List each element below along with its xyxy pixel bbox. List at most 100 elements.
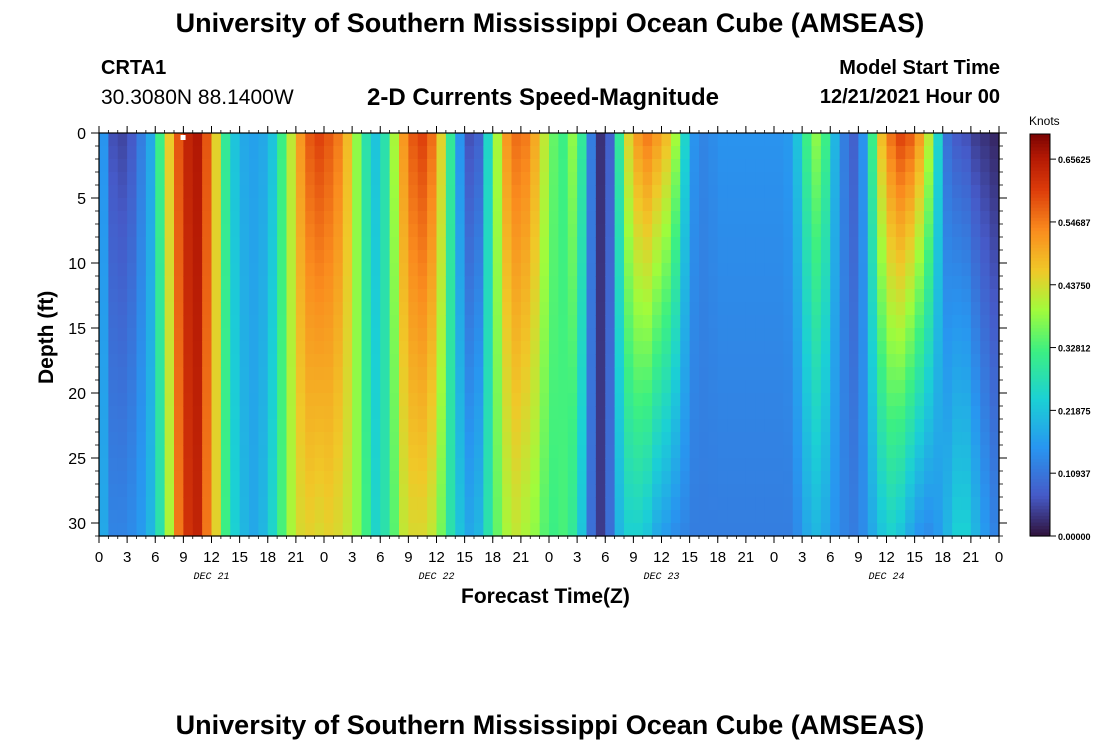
heatmap-cell [408,263,419,277]
heatmap-cell [295,289,306,303]
heatmap-cell [980,159,991,173]
heatmap-cell [933,211,944,225]
heatmap-cell [952,380,963,394]
heatmap-cell [745,406,756,420]
heatmap-cell [520,146,531,160]
heatmap-cell [708,458,719,472]
heatmap-cell [680,406,691,420]
heatmap-cell [624,276,634,290]
heatmap-cell [577,250,588,264]
heatmap-cell [783,198,794,212]
heatmap-cell [211,380,222,394]
heatmap-cell [708,354,719,368]
heatmap-cell [670,380,681,394]
heatmap-cell [464,445,475,459]
colorbar-segment [1030,361,1050,366]
heatmap-cell [474,367,484,381]
heatmap-cell [352,198,363,212]
heatmap-cell [652,523,663,537]
heatmap-cell [792,289,803,303]
heatmap-cell [914,146,925,160]
heatmap-cell [642,328,653,342]
heatmap-cell [989,263,1000,277]
heatmap-cell [689,159,700,173]
heatmap-cell [474,263,484,277]
heatmap-cell [117,198,128,212]
heatmap-cell [830,523,841,537]
heatmap-cell [905,146,916,160]
heatmap-cell [783,250,794,264]
heatmap-cell [745,237,756,251]
heatmap-cell [220,133,231,147]
heatmap-cell [708,432,719,446]
heatmap-cell [455,289,466,303]
heatmap-cell [717,315,728,329]
heatmap-cell [802,185,813,199]
heatmap-cell [764,146,775,160]
heatmap-cell [942,510,953,524]
heatmap-cell [970,380,981,394]
heatmap-cell [933,406,944,420]
heatmap-cell [989,354,1000,368]
heatmap-cell [867,172,878,186]
heatmap-cell [595,172,606,186]
heatmap-cell [464,484,475,498]
colorbar-segment [1030,368,1050,373]
heatmap-cell [914,172,925,186]
heatmap-cell [802,237,813,251]
heatmap-cell [314,458,325,472]
heatmap-cell [699,484,709,498]
heatmap-cell [886,250,897,264]
heatmap-cell [502,185,513,199]
heatmap-cell [877,523,888,537]
heatmap-cell [427,419,438,433]
x-tick-label: 6 [826,549,834,566]
heatmap-cell [267,393,278,407]
heatmap-cell [399,484,409,498]
heatmap-cell [699,406,709,420]
heatmap-cell [211,185,222,199]
heatmap-cell [249,419,259,433]
heatmap-cell [511,159,522,173]
heatmap-cell [858,341,869,355]
heatmap-cell [680,328,691,342]
heatmap-cell [670,133,681,147]
heatmap-cell [127,497,138,511]
heatmap-cell [849,146,859,160]
heatmap-cell [755,367,766,381]
heatmap-cell [830,211,841,225]
heatmap-cell [961,497,972,511]
colorbar-segment [1030,522,1050,527]
heatmap-cell [914,419,925,433]
heatmap-cell [886,484,897,498]
x-tick-label: 21 [738,549,755,566]
heatmap-cell [877,276,888,290]
heatmap-cell [117,276,128,290]
heatmap-cell [474,237,484,251]
heatmap-cell [624,302,634,316]
heatmap-cell [399,445,409,459]
heatmap-cell [764,523,775,537]
heatmap-cell [483,406,494,420]
heatmap-cell [164,250,175,264]
heatmap-cell [530,380,541,394]
heatmap-cell [211,484,222,498]
y-tick-label: 20 [68,386,86,403]
heatmap-cell [361,471,372,485]
heatmap-cell [530,302,541,316]
heatmap-cell [502,380,513,394]
x-tick-label: 3 [348,549,356,566]
heatmap-cell [502,289,513,303]
heatmap-cell [436,380,447,394]
heatmap-cell [652,458,663,472]
heatmap-cell [427,523,438,537]
heatmap-cell [586,315,597,329]
heatmap-cell [783,458,794,472]
heatmap-cell [614,458,625,472]
heatmap-cell [492,276,503,290]
heatmap-cell [408,510,419,524]
heatmap-cell [905,159,916,173]
heatmap-cell [230,146,241,160]
heatmap-cell [436,419,447,433]
heatmap-cell [642,198,653,212]
